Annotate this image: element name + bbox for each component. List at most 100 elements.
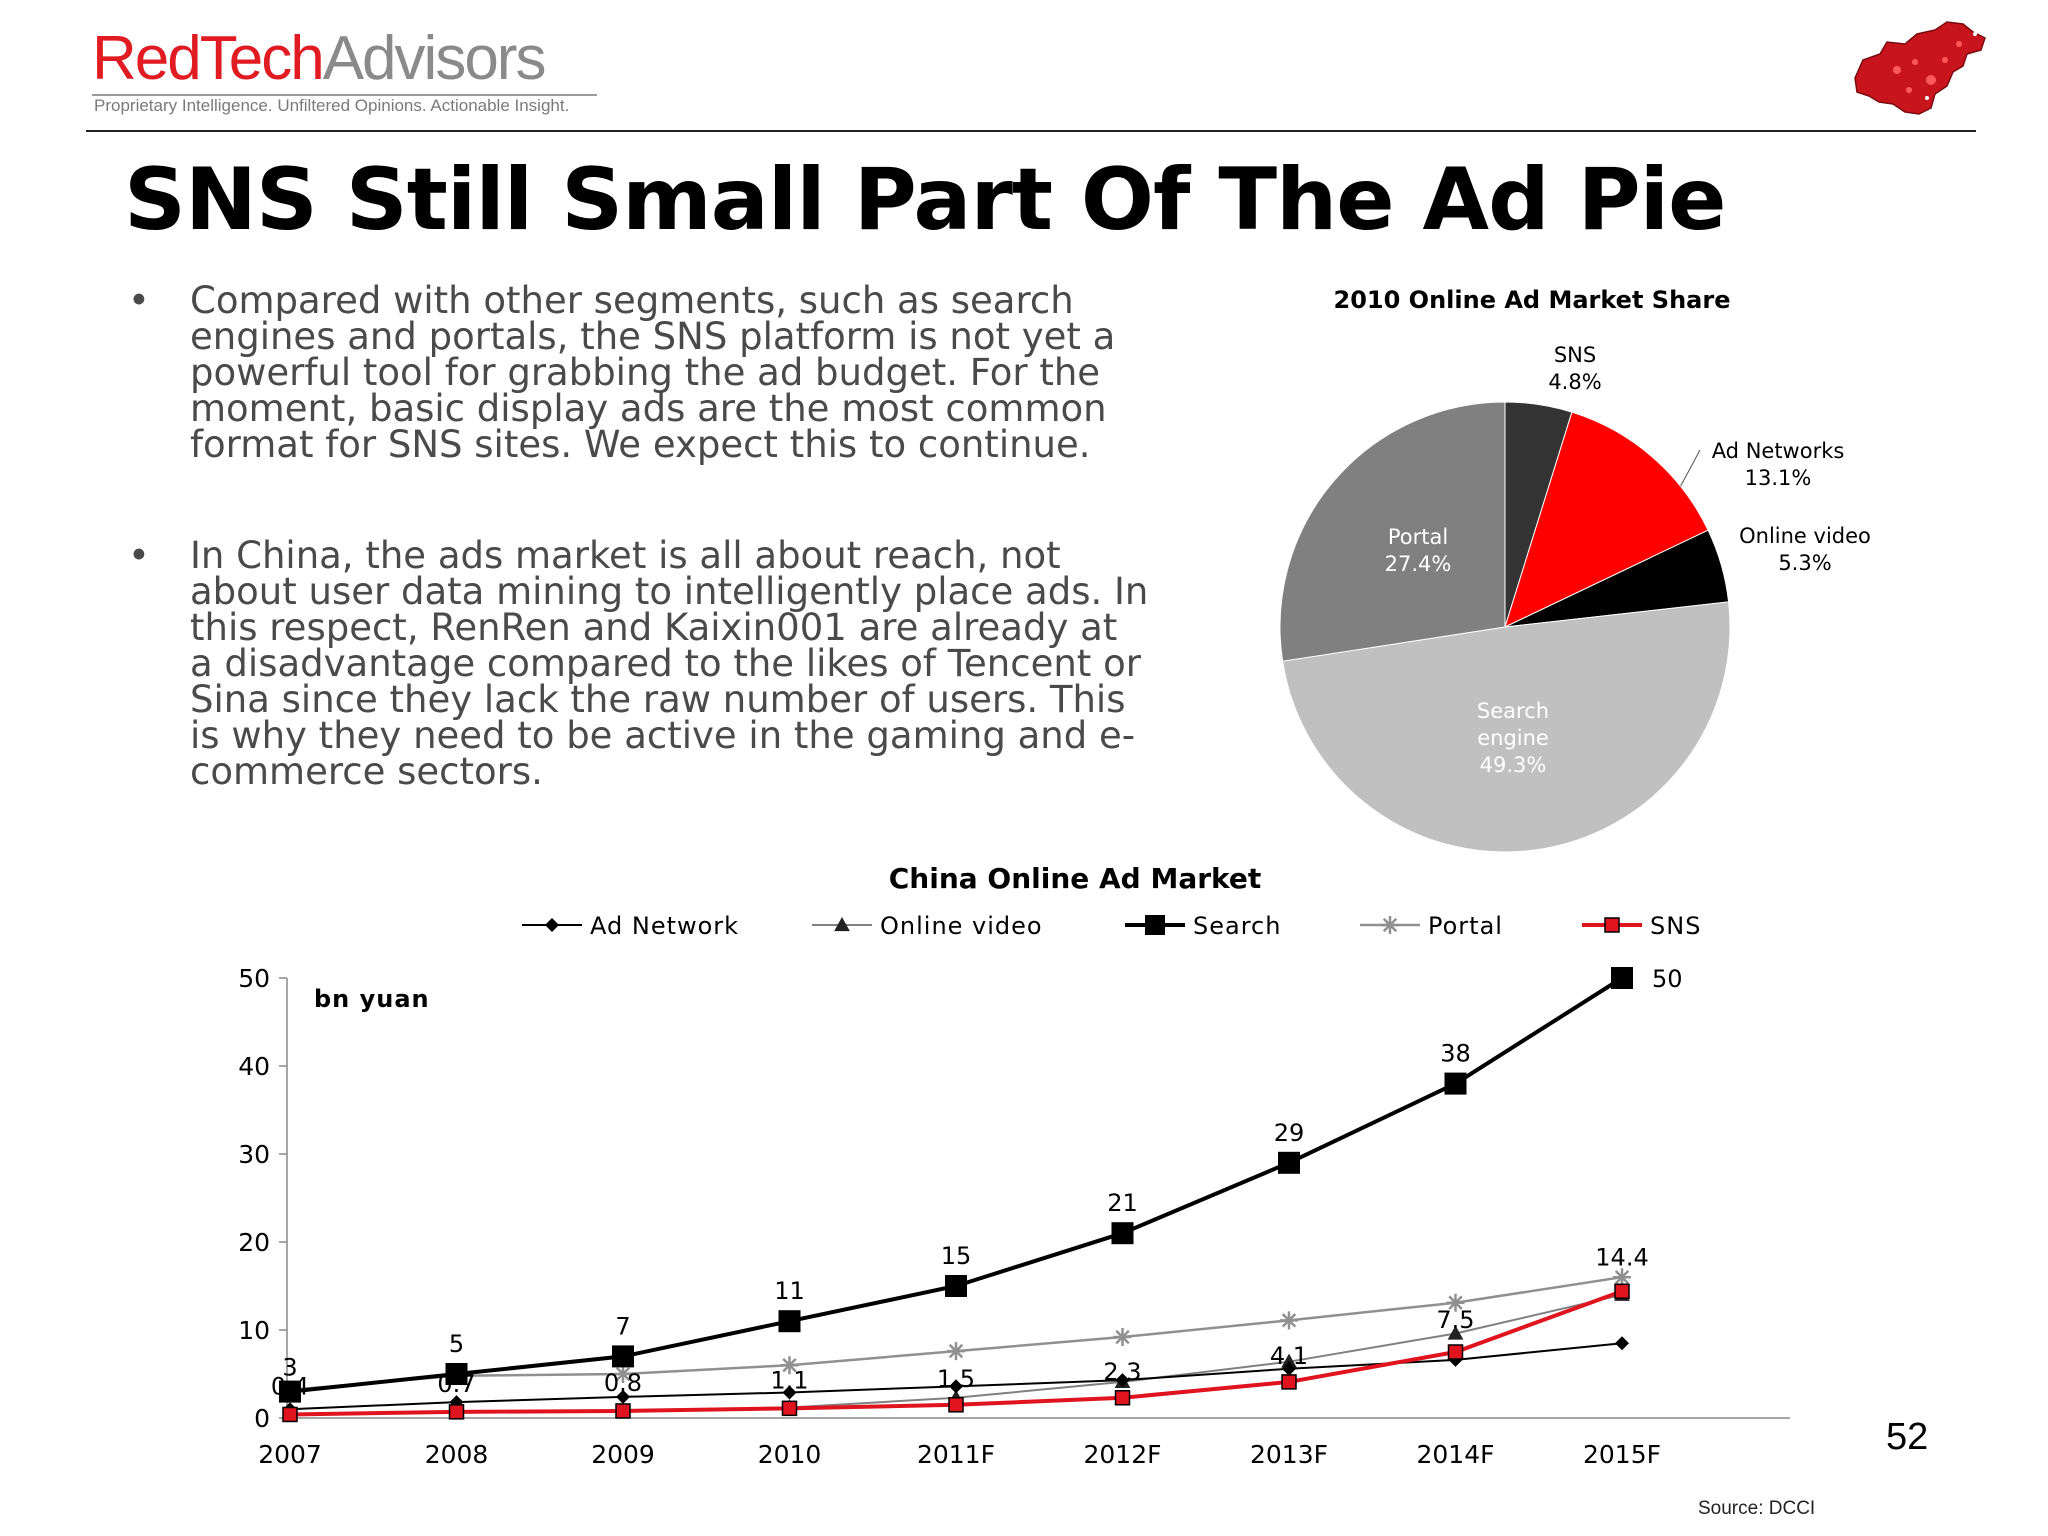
source-note: Source: DCCI [1698, 1498, 1816, 1519]
pie-slice-search-engine [1282, 601, 1731, 853]
pie-label: Ad Networks [1712, 439, 1845, 463]
x-tick-label: 2011F [917, 1440, 995, 1469]
data-point [1278, 1151, 1300, 1174]
y-tick-label: 20 [238, 1228, 270, 1257]
data-label: 3 [282, 1354, 297, 1382]
data-point [780, 1356, 799, 1375]
data-label: 2.3 [1103, 1358, 1141, 1386]
x-tick-label: 2014F [1416, 1440, 1494, 1469]
data-point [1281, 1374, 1297, 1390]
line-chart-title: China Online Ad Market [889, 862, 1262, 895]
data-point [1446, 1293, 1465, 1312]
x-tick-label: 2009 [591, 1440, 655, 1469]
data-label: 14.4 [1595, 1243, 1648, 1271]
data-label: 7 [615, 1312, 630, 1340]
pie-label: 49.3% [1480, 753, 1547, 777]
x-tick-label: 2012F [1083, 1440, 1161, 1469]
pie-leader-line [1680, 449, 1701, 487]
data-label: 7.5 [1436, 1306, 1474, 1334]
pie-label: 27.4% [1385, 552, 1452, 576]
legend-label: Ad Network [590, 912, 739, 940]
legend-label: SNS [1650, 912, 1701, 940]
data-point [545, 918, 559, 932]
pie-chart-title: 2010 Online Ad Market Share [1334, 286, 1731, 314]
pie-slice-portal [1279, 401, 1506, 662]
data-point [614, 1365, 632, 1383]
data-label: 0.7 [437, 1370, 475, 1398]
data-point [1115, 1373, 1130, 1388]
x-tick-label: 2007 [258, 1440, 322, 1469]
data-label: 15 [941, 1242, 972, 1270]
x-tick-label: 2008 [425, 1440, 489, 1469]
data-label: 5 [449, 1330, 464, 1358]
data-point [1613, 1268, 1631, 1287]
logo-underline [92, 94, 597, 96]
bullet-item: • Compared with other segments, such as … [128, 279, 1150, 466]
bullet-dot-icon: • [128, 534, 150, 577]
slide-title: SNS Still Small Part Of The Ad Pie [124, 150, 1726, 250]
data-point [1447, 1344, 1464, 1360]
data-label: 1.5 [937, 1365, 975, 1393]
data-point [279, 1380, 301, 1403]
series-line [289, 976, 1624, 1394]
data-point [1611, 967, 1633, 989]
pie-label: Portal [1388, 525, 1448, 549]
data-point [948, 1397, 964, 1413]
x-tick-label: 2010 [758, 1440, 822, 1469]
legend-label: Portal [1428, 912, 1503, 940]
legend-label: Search [1193, 912, 1281, 940]
data-label: 4.1 [1270, 1342, 1308, 1370]
data-point [782, 1385, 797, 1400]
data-point [612, 1345, 634, 1368]
bullet-text: Compared with other segments, such as se… [190, 279, 1116, 466]
data-point [1280, 1311, 1298, 1330]
y-tick-label: 0 [254, 1404, 270, 1433]
data-point [778, 1310, 801, 1333]
data-label: 38 [1440, 1040, 1471, 1068]
data-point [1113, 1328, 1132, 1347]
china-map-icon [1854, 21, 1986, 115]
y-tick-label: 40 [238, 1052, 270, 1081]
data-label: 21 [1107, 1189, 1138, 1217]
pie-label: 4.8% [1548, 370, 1601, 394]
data-point [616, 1389, 630, 1404]
data-point [1447, 1325, 1464, 1340]
bullet-dot-icon: • [128, 279, 150, 322]
data-point [1381, 916, 1399, 934]
logo-tagline: Proprietary Intelligence. Unfiltered Opi… [94, 96, 570, 115]
data-label: 1.1 [770, 1366, 808, 1394]
bullet-text: In China, the ads market is all about re… [190, 534, 1149, 793]
data-point [448, 1404, 465, 1420]
data-label: 11 [774, 1277, 805, 1305]
data-label: 0.8 [604, 1369, 642, 1397]
pie-label: SNS [1554, 343, 1596, 367]
legend-label: Online video [880, 912, 1043, 940]
data-point [615, 1403, 631, 1419]
series-sns [282, 1283, 1630, 1423]
data-point [1145, 915, 1165, 935]
pie-label: Online video [1739, 524, 1871, 548]
data-point [947, 1342, 965, 1361]
header-divider [86, 130, 1976, 132]
data-label: 29 [1274, 1119, 1305, 1147]
data-point [834, 916, 850, 932]
data-point [1111, 1222, 1134, 1245]
x-tick-label: 2013F [1250, 1440, 1328, 1469]
data-point [1282, 1361, 1296, 1376]
data-point [1604, 917, 1620, 933]
data-point [1614, 1283, 1630, 1300]
company-logo: RedTechAdvisors [92, 28, 546, 90]
y-tick-label: 10 [238, 1316, 270, 1345]
series-search [279, 967, 1633, 1403]
data-point [781, 1400, 798, 1417]
data-label: 0.4 [271, 1372, 309, 1400]
data-point [1615, 1336, 1629, 1351]
data-label: 50 [1652, 965, 1683, 993]
data-point [945, 1275, 967, 1297]
y-tick-label: 50 [238, 964, 270, 993]
data-point [1444, 1072, 1467, 1095]
pie-label: Search [1477, 699, 1549, 723]
logo-gray-text: Advisors [322, 24, 547, 93]
